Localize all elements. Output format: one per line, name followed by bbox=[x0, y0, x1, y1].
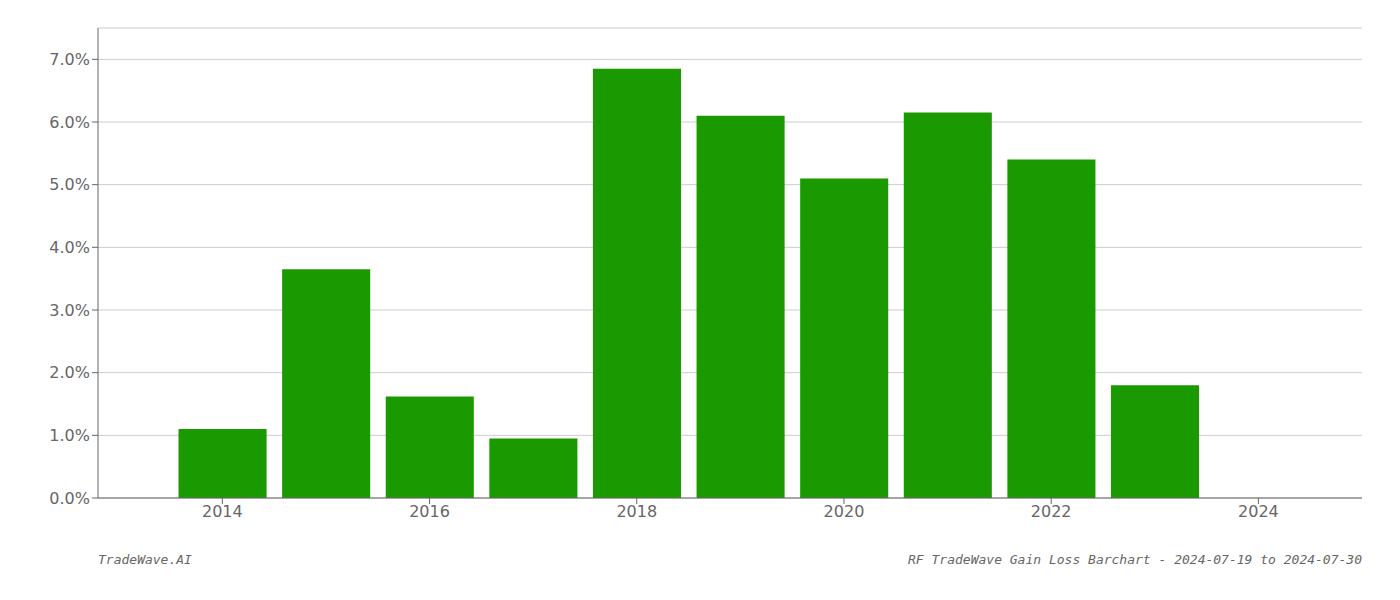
svg-text:2024: 2024 bbox=[1238, 502, 1279, 521]
svg-text:2018: 2018 bbox=[616, 502, 657, 521]
svg-text:2016: 2016 bbox=[409, 502, 450, 521]
svg-text:2.0%: 2.0% bbox=[49, 363, 90, 382]
svg-text:0.0%: 0.0% bbox=[49, 489, 90, 508]
svg-text:2014: 2014 bbox=[202, 502, 243, 521]
html-text:TradeWave.AI: TradeWave.AI bbox=[98, 552, 192, 567]
svg-text:6.0%: 6.0% bbox=[49, 113, 90, 132]
svg-text:1.0%: 1.0% bbox=[49, 426, 90, 445]
svg-text:4.0%: 4.0% bbox=[49, 238, 90, 257]
svg-text:7.0%: 7.0% bbox=[49, 50, 90, 69]
svg-text:5.0%: 5.0% bbox=[49, 175, 90, 194]
svg-text:3.0%: 3.0% bbox=[49, 301, 90, 320]
svg-text:2022: 2022 bbox=[1031, 502, 1072, 521]
svg-text:2020: 2020 bbox=[824, 502, 865, 521]
html-text:RF TradeWave Gain Loss Barchar: RF TradeWave Gain Loss Barchart - 2024-0… bbox=[908, 552, 1362, 567]
